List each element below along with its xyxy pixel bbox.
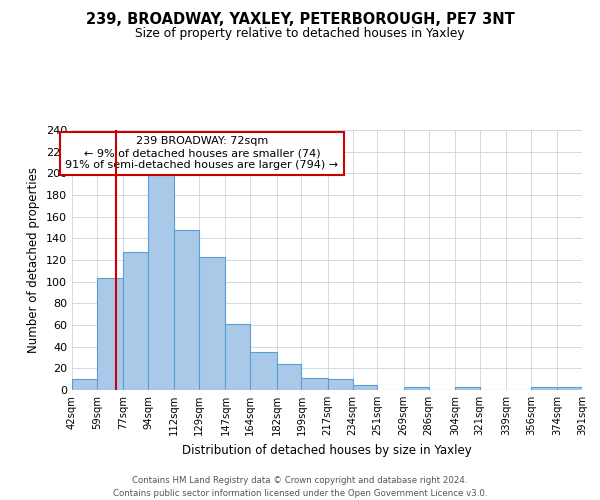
Bar <box>353 384 377 390</box>
Bar <box>328 379 353 390</box>
Bar <box>174 230 199 390</box>
Y-axis label: Number of detached properties: Number of detached properties <box>28 167 40 353</box>
Bar <box>148 174 174 390</box>
Text: Size of property relative to detached houses in Yaxley: Size of property relative to detached ho… <box>135 28 465 40</box>
Bar <box>250 352 277 390</box>
Bar <box>531 387 557 390</box>
Text: 239, BROADWAY, YAXLEY, PETERBOROUGH, PE7 3NT: 239, BROADWAY, YAXLEY, PETERBOROUGH, PE7… <box>86 12 514 28</box>
Bar <box>301 378 328 390</box>
Bar <box>97 278 123 390</box>
Bar <box>455 387 480 390</box>
Bar <box>557 387 582 390</box>
Bar <box>72 379 97 390</box>
Bar <box>404 387 428 390</box>
Bar <box>226 324 250 390</box>
Text: 239 BROADWAY: 72sqm
← 9% of detached houses are smaller (74)
91% of semi-detache: 239 BROADWAY: 72sqm ← 9% of detached hou… <box>65 136 338 170</box>
Bar <box>277 364 301 390</box>
Bar <box>199 257 226 390</box>
X-axis label: Distribution of detached houses by size in Yaxley: Distribution of detached houses by size … <box>182 444 472 456</box>
Text: Contains HM Land Registry data © Crown copyright and database right 2024.
Contai: Contains HM Land Registry data © Crown c… <box>113 476 487 498</box>
Bar <box>123 252 148 390</box>
